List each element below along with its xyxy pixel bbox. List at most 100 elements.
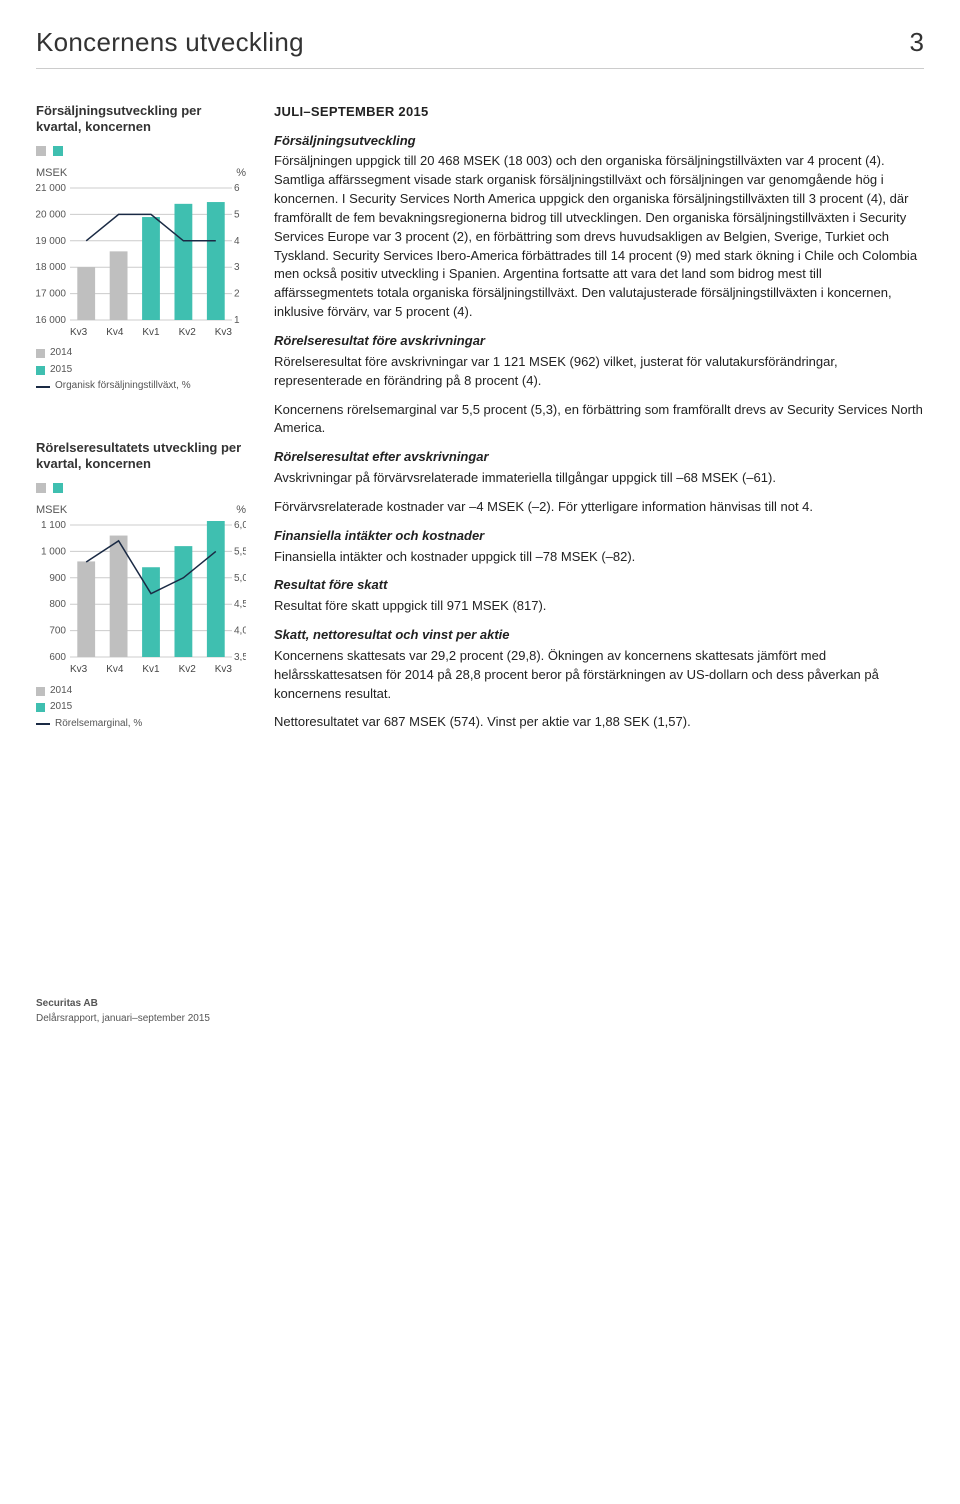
chart-sales: Försäljningsutveckling per kvartal, konc… — [36, 103, 246, 394]
swatch-2015 — [53, 146, 63, 156]
x-category: Kv3 — [215, 326, 232, 341]
svg-text:17 000: 17 000 — [36, 289, 66, 300]
chart1-wrap: 16 000117 000218 000319 000420 000521 00… — [36, 184, 246, 324]
sales-heading: Försäljningsutveckling — [274, 132, 924, 151]
svg-text:5,5: 5,5 — [234, 547, 246, 558]
chart1-legend: 2014 2015 Organisk försäljningstillväxt,… — [36, 346, 246, 394]
chart2-title: Rörelseresultatets utveckling per kvarta… — [36, 440, 246, 473]
svg-text:5,0: 5,0 — [234, 573, 246, 584]
legend2-2014-label: 2014 — [50, 684, 72, 699]
legend2-2015-label: 2015 — [50, 700, 72, 715]
chart2-legend: 2014 2015 Rörelsemarginal, % — [36, 684, 246, 732]
legend2-line: Rörelsemarginal, % — [36, 717, 246, 732]
svg-text:1 000: 1 000 — [41, 547, 66, 558]
svg-text:21 000: 21 000 — [36, 184, 66, 194]
x-category: Kv1 — [142, 326, 159, 341]
page-number: 3 — [910, 24, 924, 62]
svg-text:6: 6 — [234, 184, 240, 194]
svg-text:800: 800 — [49, 599, 66, 610]
legend2-line-label: Rörelsemarginal, % — [55, 717, 142, 732]
x-category: Kv4 — [106, 326, 123, 341]
swatch2-2014 — [36, 483, 46, 493]
chart2-right-unit: % — [236, 503, 246, 519]
margin-paragraph: Koncernens rörelsemarginal var 5,5 proce… — [274, 401, 924, 439]
legend-line-label: Organisk försäljningstillväxt, % — [55, 379, 191, 394]
page-footer: Securitas AB Delårsrapport, januari–sept… — [36, 997, 924, 1026]
legend-ln — [36, 386, 50, 388]
svg-text:1 100: 1 100 — [41, 521, 66, 531]
svg-text:2: 2 — [234, 289, 240, 300]
svg-text:4,5: 4,5 — [234, 599, 246, 610]
x-category: Kv2 — [179, 326, 196, 341]
legend2-2014: 2014 — [36, 684, 246, 699]
chart-operating: Rörelseresultatets utveckling per kvarta… — [36, 440, 246, 731]
svg-text:19 000: 19 000 — [36, 236, 66, 247]
footer-company: Securitas AB — [36, 997, 924, 1012]
chart2-categories: Kv3 Kv4 Kv1 Kv2 Kv3 — [70, 663, 232, 678]
legend-sw-2015 — [36, 366, 45, 375]
legend2-ln — [36, 723, 50, 725]
x-category: Kv2 — [179, 663, 196, 678]
x-category: Kv3 — [70, 663, 87, 678]
chart1-right-unit: % — [236, 166, 246, 182]
legend-2015-label: 2015 — [50, 363, 72, 378]
svg-text:20 000: 20 000 — [36, 209, 66, 220]
chart1-swatches — [36, 143, 246, 162]
legend-2015: 2015 — [36, 363, 246, 378]
legend2-2015: 2015 — [36, 700, 246, 715]
svg-text:6,0: 6,0 — [234, 521, 246, 531]
legend-line: Organisk försäljningstillväxt, % — [36, 379, 246, 394]
x-category: Kv3 — [215, 663, 232, 678]
svg-text:3: 3 — [234, 262, 240, 273]
chart2-left-unit: MSEK — [36, 503, 67, 519]
chart1-axis-labels: MSEK % — [36, 166, 246, 182]
svg-text:4: 4 — [234, 236, 240, 247]
op-after-paragraph: Avskrivningar på förvärvsrelaterade imma… — [274, 469, 924, 488]
chart1-title: Försäljningsutveckling per kvartal, konc… — [36, 103, 246, 136]
content-column: JULI–SEPTEMBER 2015 Försäljningsutveckli… — [274, 103, 924, 778]
pbt-paragraph: Resultat före skatt uppgick till 971 MSE… — [274, 597, 924, 616]
period-heading: JULI–SEPTEMBER 2015 — [274, 103, 924, 122]
legend2-sw-2015 — [36, 703, 45, 712]
pbt-heading: Resultat före skatt — [274, 576, 924, 595]
x-category: Kv3 — [70, 326, 87, 341]
svg-text:600: 600 — [49, 652, 66, 661]
op-before-heading: Rörelseresultat före avskrivningar — [274, 332, 924, 351]
main-layout: Försäljningsutveckling per kvartal, konc… — [36, 103, 924, 778]
page-title: Koncernens utveckling — [36, 24, 304, 62]
fin-heading: Finansiella intäkter och kostnader — [274, 527, 924, 546]
tax-heading: Skatt, nettoresultat och vinst per aktie — [274, 626, 924, 645]
svg-text:900: 900 — [49, 573, 66, 584]
page-header: Koncernens utveckling 3 — [36, 24, 924, 69]
tax-paragraph: Koncernens skattesats var 29,2 procent (… — [274, 647, 924, 704]
chart2-wrap: 600 3,5 700 4,0 800 4,5 900 5,0 1 000 5,5 1 100 6,0 — [36, 521, 246, 661]
op-after-heading: Rörelseresultat efter avskrivningar — [274, 448, 924, 467]
chart1-left-unit: MSEK — [36, 166, 67, 182]
svg-text:18 000: 18 000 — [36, 262, 66, 273]
footer-report: Delårsrapport, januari–september 2015 — [36, 1012, 924, 1027]
svg-text:700: 700 — [49, 626, 66, 637]
swatch-2014 — [36, 146, 46, 156]
chart2-swatches — [36, 480, 246, 499]
fin-paragraph: Finansiella intäkter och kostnader uppgi… — [274, 548, 924, 567]
swatch2-2015 — [53, 483, 63, 493]
acq-paragraph: Förvärvsrelaterade kostnader var –4 MSEK… — [274, 498, 924, 517]
chart1-svg: 16 000117 000218 000319 000420 000521 00… — [36, 184, 246, 324]
legend-2014: 2014 — [36, 346, 246, 361]
net-paragraph: Nettoresultatet var 687 MSEK (574). Vins… — [274, 713, 924, 732]
svg-text:1: 1 — [234, 315, 240, 324]
legend2-sw-2014 — [36, 687, 45, 696]
svg-text:3,5: 3,5 — [234, 652, 246, 661]
svg-text:4,0: 4,0 — [234, 626, 246, 637]
sales-paragraph: Försäljningen uppgick till 20 468 MSEK (… — [274, 152, 924, 322]
svg-text:16 000: 16 000 — [36, 315, 66, 324]
chart2-svg: 600 3,5 700 4,0 800 4,5 900 5,0 1 000 5,5 1 100 6,0 — [36, 521, 246, 661]
x-category: Kv1 — [142, 663, 159, 678]
chart1-categories: Kv3 Kv4 Kv1 Kv2 Kv3 — [70, 326, 232, 341]
chart2-axis-labels: MSEK % — [36, 503, 246, 519]
legend-sw-2014 — [36, 349, 45, 358]
sidebar: Försäljningsutveckling per kvartal, konc… — [36, 103, 246, 778]
op-before-paragraph: Rörelseresultat före avskrivningar var 1… — [274, 353, 924, 391]
legend-2014-label: 2014 — [50, 346, 72, 361]
x-category: Kv4 — [106, 663, 123, 678]
